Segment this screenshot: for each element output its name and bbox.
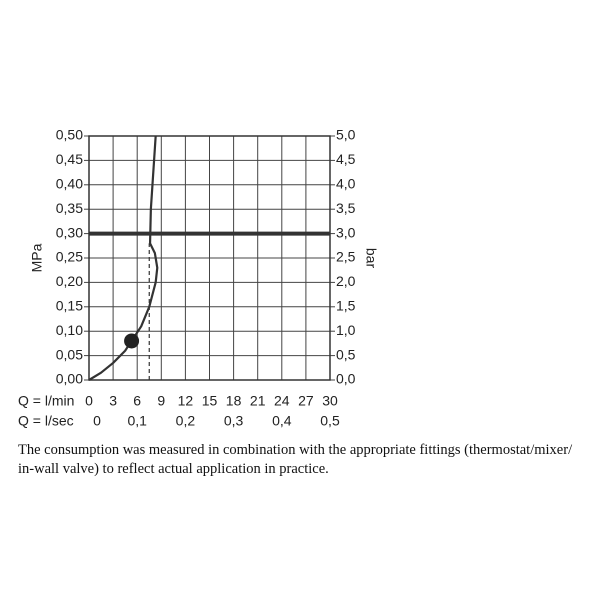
x-tick-label: 3 — [109, 393, 117, 409]
x-tick-label: 30 — [322, 393, 338, 409]
y-tick-label: 0,00 — [56, 371, 83, 387]
y-tick-label: 0,50 — [56, 127, 83, 143]
x-tick-label: 24 — [274, 393, 290, 409]
x2-tick-label: 0,1 — [127, 413, 147, 429]
x2-tick-label: 0 — [93, 413, 101, 429]
operating-point — [124, 333, 140, 349]
y-axis-label: MPa — [29, 243, 45, 272]
y-tick-label: 0,45 — [56, 151, 83, 167]
y2-tick-label: 0,0 — [336, 371, 356, 387]
y-tick-label: 0,30 — [56, 224, 83, 240]
y-tick-label: 0,05 — [56, 346, 83, 362]
y2-tick-label: 2,5 — [336, 249, 356, 265]
y2-tick-label: 1,0 — [336, 322, 356, 338]
x2-tick-label: 0,5 — [320, 413, 340, 429]
x-tick-label: 9 — [157, 393, 165, 409]
y-tick-label: 0,35 — [56, 200, 83, 216]
y2-tick-label: 1,5 — [336, 298, 356, 314]
x-tick-label: 6 — [133, 393, 141, 409]
curve — [88, 135, 159, 381]
y2-tick-label: 4,0 — [336, 176, 356, 192]
x-axis-label: Q = l/min — [18, 393, 74, 409]
y-tick-label: 0,25 — [56, 249, 83, 265]
x-tick-label: 21 — [250, 393, 266, 409]
x2-axis-label: Q = l/sec — [18, 413, 74, 429]
y-tick-label: 0,10 — [56, 322, 83, 338]
plot-frame — [88, 135, 331, 381]
y2-tick-label: 5,0 — [336, 127, 356, 143]
caption: The consumption was measured in combinat… — [18, 442, 573, 477]
y2-tick-label: 2,0 — [336, 273, 356, 289]
y2-tick-label: 3,5 — [336, 200, 356, 216]
y-tick-label: 0,15 — [56, 298, 83, 314]
x2-tick-label: 0,2 — [176, 413, 196, 429]
y2-axis-label: bar — [363, 248, 379, 269]
x-tick-label: 12 — [178, 393, 194, 409]
y-tick-label: 0,20 — [56, 273, 83, 289]
x2-tick-label: 0,3 — [224, 413, 244, 429]
x2-tick-label: 0,4 — [272, 413, 292, 429]
y2-tick-label: 3,0 — [336, 224, 356, 240]
y2-tick-label: 0,5 — [336, 346, 356, 362]
x-tick-label: 0 — [85, 393, 93, 409]
y2-tick-label: 4,5 — [336, 151, 356, 167]
x-tick-label: 18 — [226, 393, 242, 409]
x-tick-label: 15 — [202, 393, 218, 409]
x-tick-label: 27 — [298, 393, 314, 409]
y-tick-label: 0,40 — [56, 176, 83, 192]
